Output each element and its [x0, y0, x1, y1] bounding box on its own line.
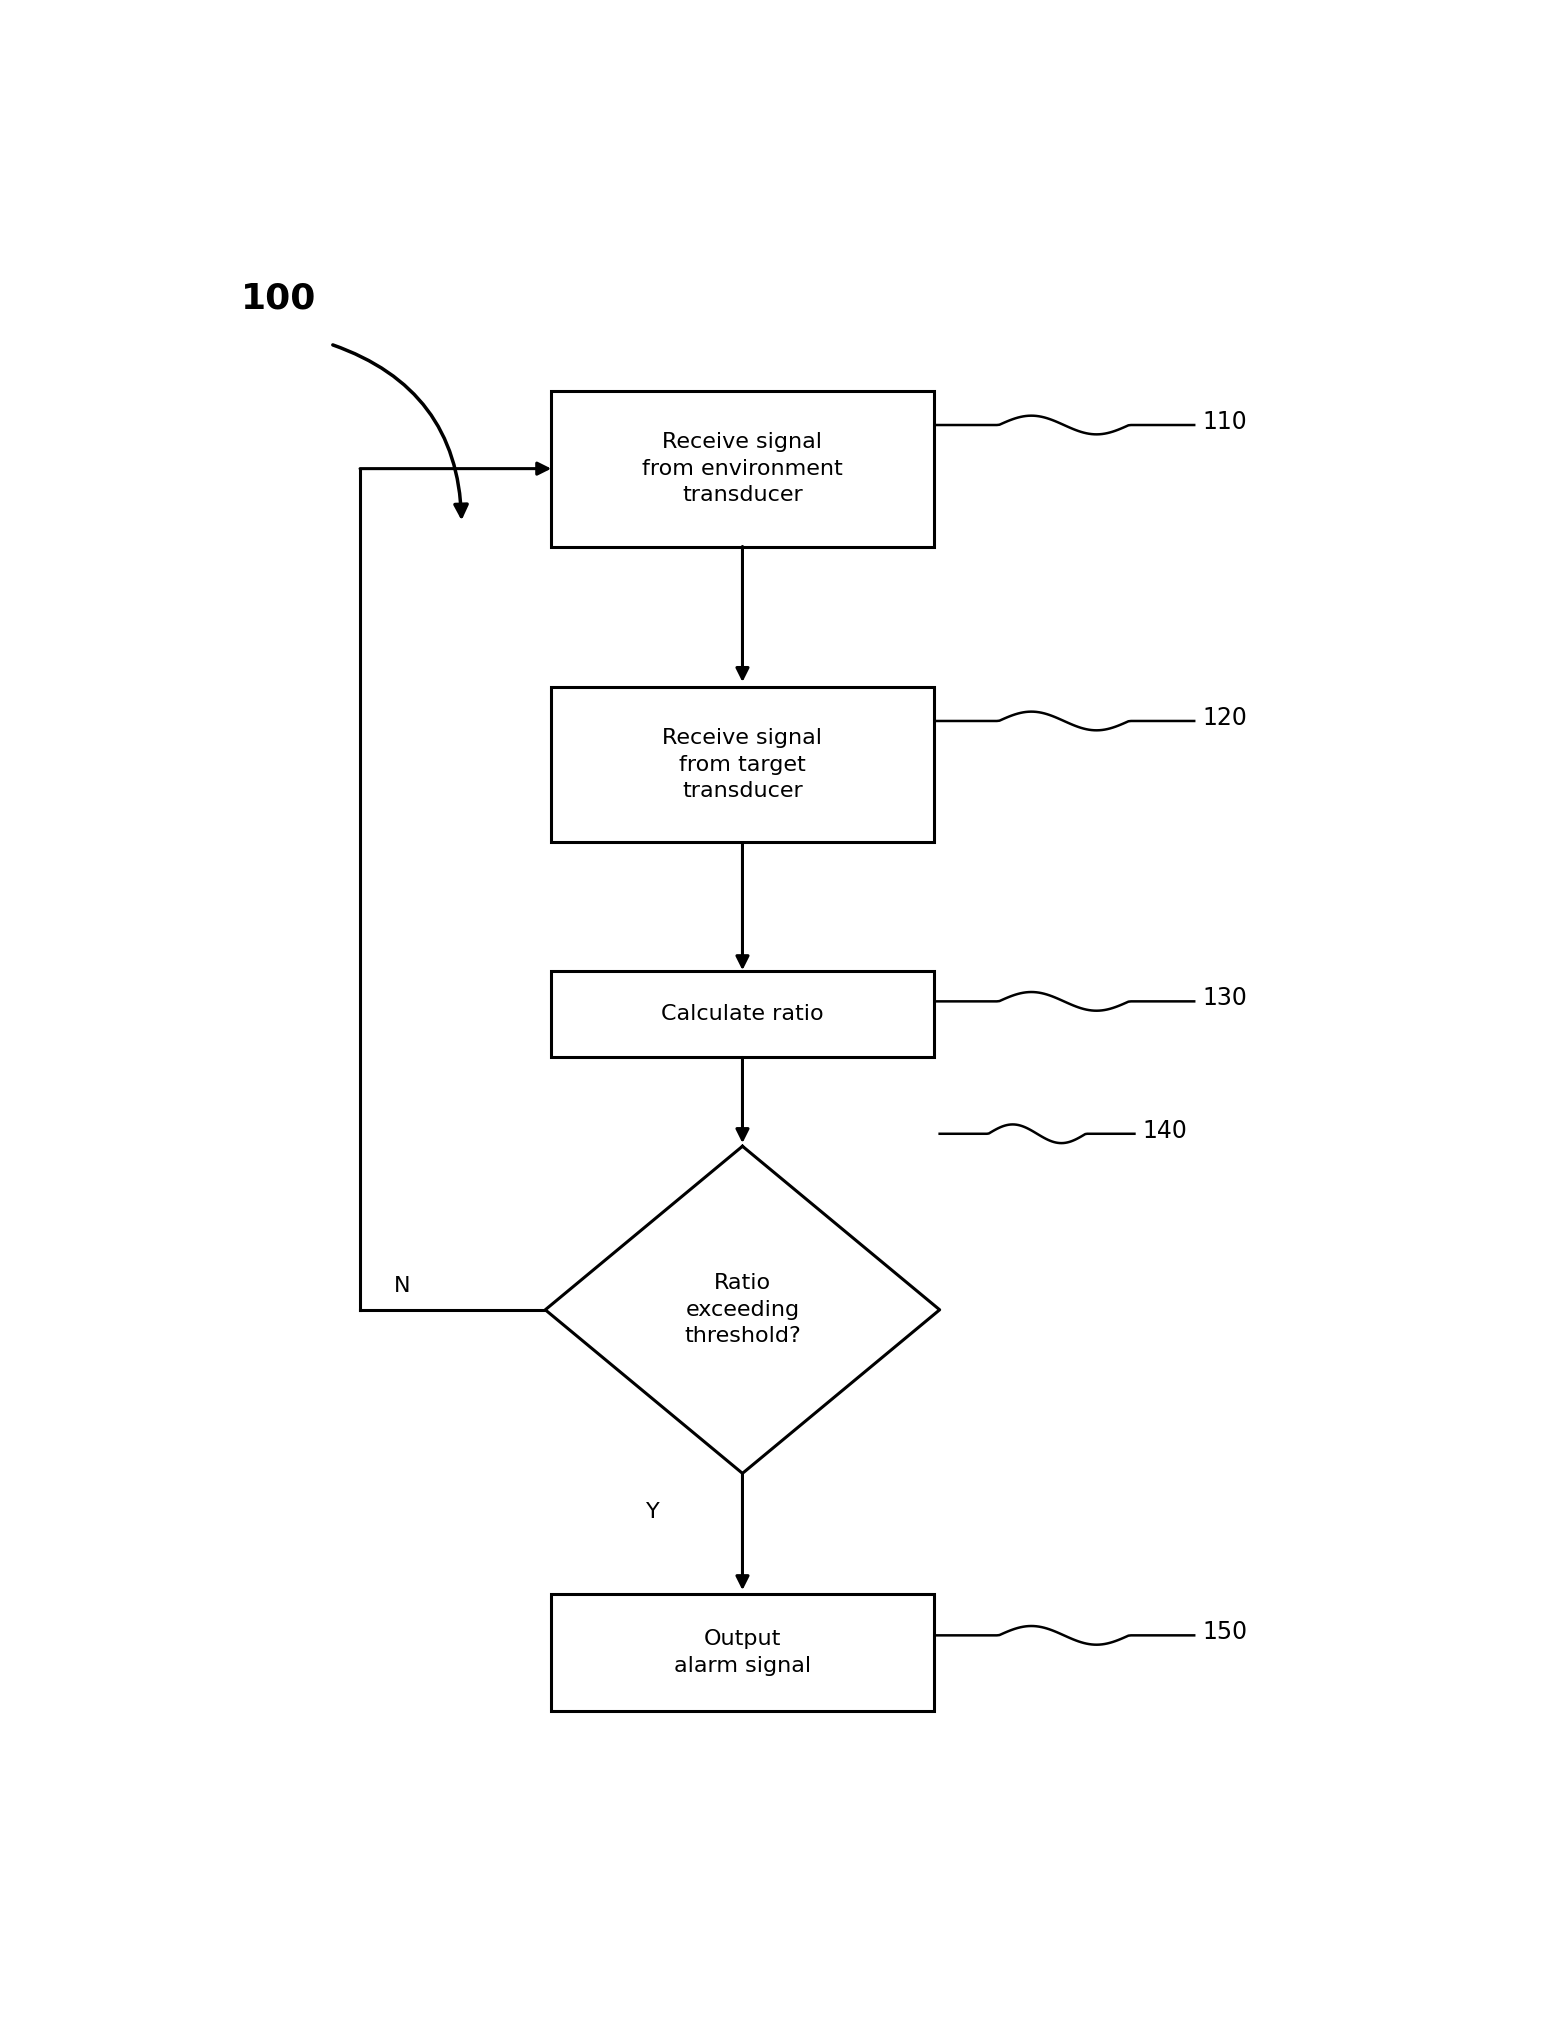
- FancyBboxPatch shape: [552, 971, 934, 1056]
- Text: 150: 150: [1203, 1620, 1247, 1645]
- Text: Receive signal
from environment
transducer: Receive signal from environment transduc…: [641, 433, 843, 506]
- Text: 110: 110: [1203, 411, 1247, 433]
- Text: Output
alarm signal: Output alarm signal: [674, 1629, 811, 1675]
- Text: 100: 100: [241, 281, 316, 316]
- FancyBboxPatch shape: [552, 686, 934, 842]
- Text: N: N: [393, 1277, 410, 1297]
- FancyArrowPatch shape: [333, 344, 467, 516]
- Text: 120: 120: [1203, 706, 1247, 730]
- Text: Y: Y: [646, 1503, 660, 1521]
- Text: 140: 140: [1143, 1119, 1187, 1143]
- Text: Receive signal
from target
transducer: Receive signal from target transducer: [663, 728, 822, 801]
- FancyBboxPatch shape: [552, 1594, 934, 1711]
- Text: Ratio
exceeding
threshold?: Ratio exceeding threshold?: [685, 1272, 800, 1345]
- Text: Calculate ratio: Calculate ratio: [662, 1003, 823, 1024]
- FancyBboxPatch shape: [552, 390, 934, 546]
- Text: 130: 130: [1203, 987, 1247, 1009]
